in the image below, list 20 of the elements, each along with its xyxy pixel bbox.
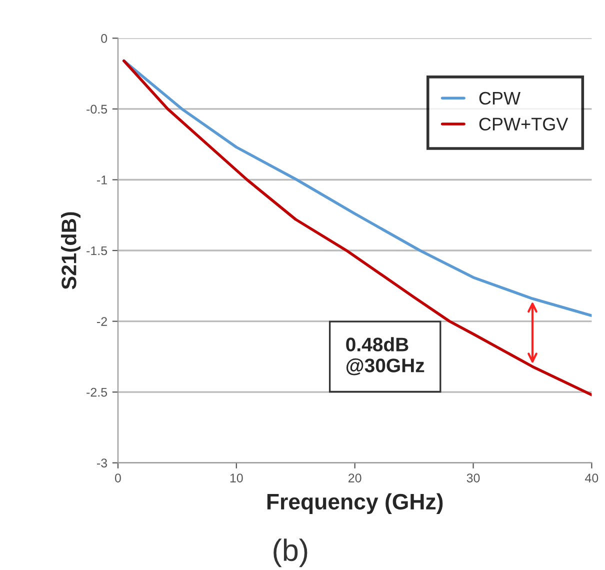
legend-label: CPW+TGV <box>479 118 568 131</box>
x-tick-label: 20 <box>348 474 362 482</box>
x-tick-label: 40 <box>585 474 598 482</box>
y-tick-label: 0 <box>101 34 108 43</box>
y-tick-label: -1.5 <box>86 246 108 256</box>
text: (b) <box>274 538 308 568</box>
line-series <box>122 59 592 396</box>
y-tick-label: -0.5 <box>86 104 108 114</box>
x-axis-title: Frequency (GHz) <box>267 493 443 514</box>
line-series <box>122 59 592 318</box>
y-axis-title: S21(dB) <box>61 212 80 290</box>
y-tick-label: -2 <box>97 317 107 326</box>
legend-label: CPW <box>479 92 520 105</box>
y-tick-label: -2.5 <box>86 388 108 397</box>
x-tick-label: 30 <box>466 474 480 482</box>
y-tick-label: -1 <box>97 176 107 184</box>
y-tick-label: -3 <box>97 458 108 468</box>
annotation: 0.48dB @30GHz <box>346 337 424 376</box>
x-tick-label: 10 <box>230 474 243 482</box>
x-tick-label: 0 <box>114 474 121 482</box>
